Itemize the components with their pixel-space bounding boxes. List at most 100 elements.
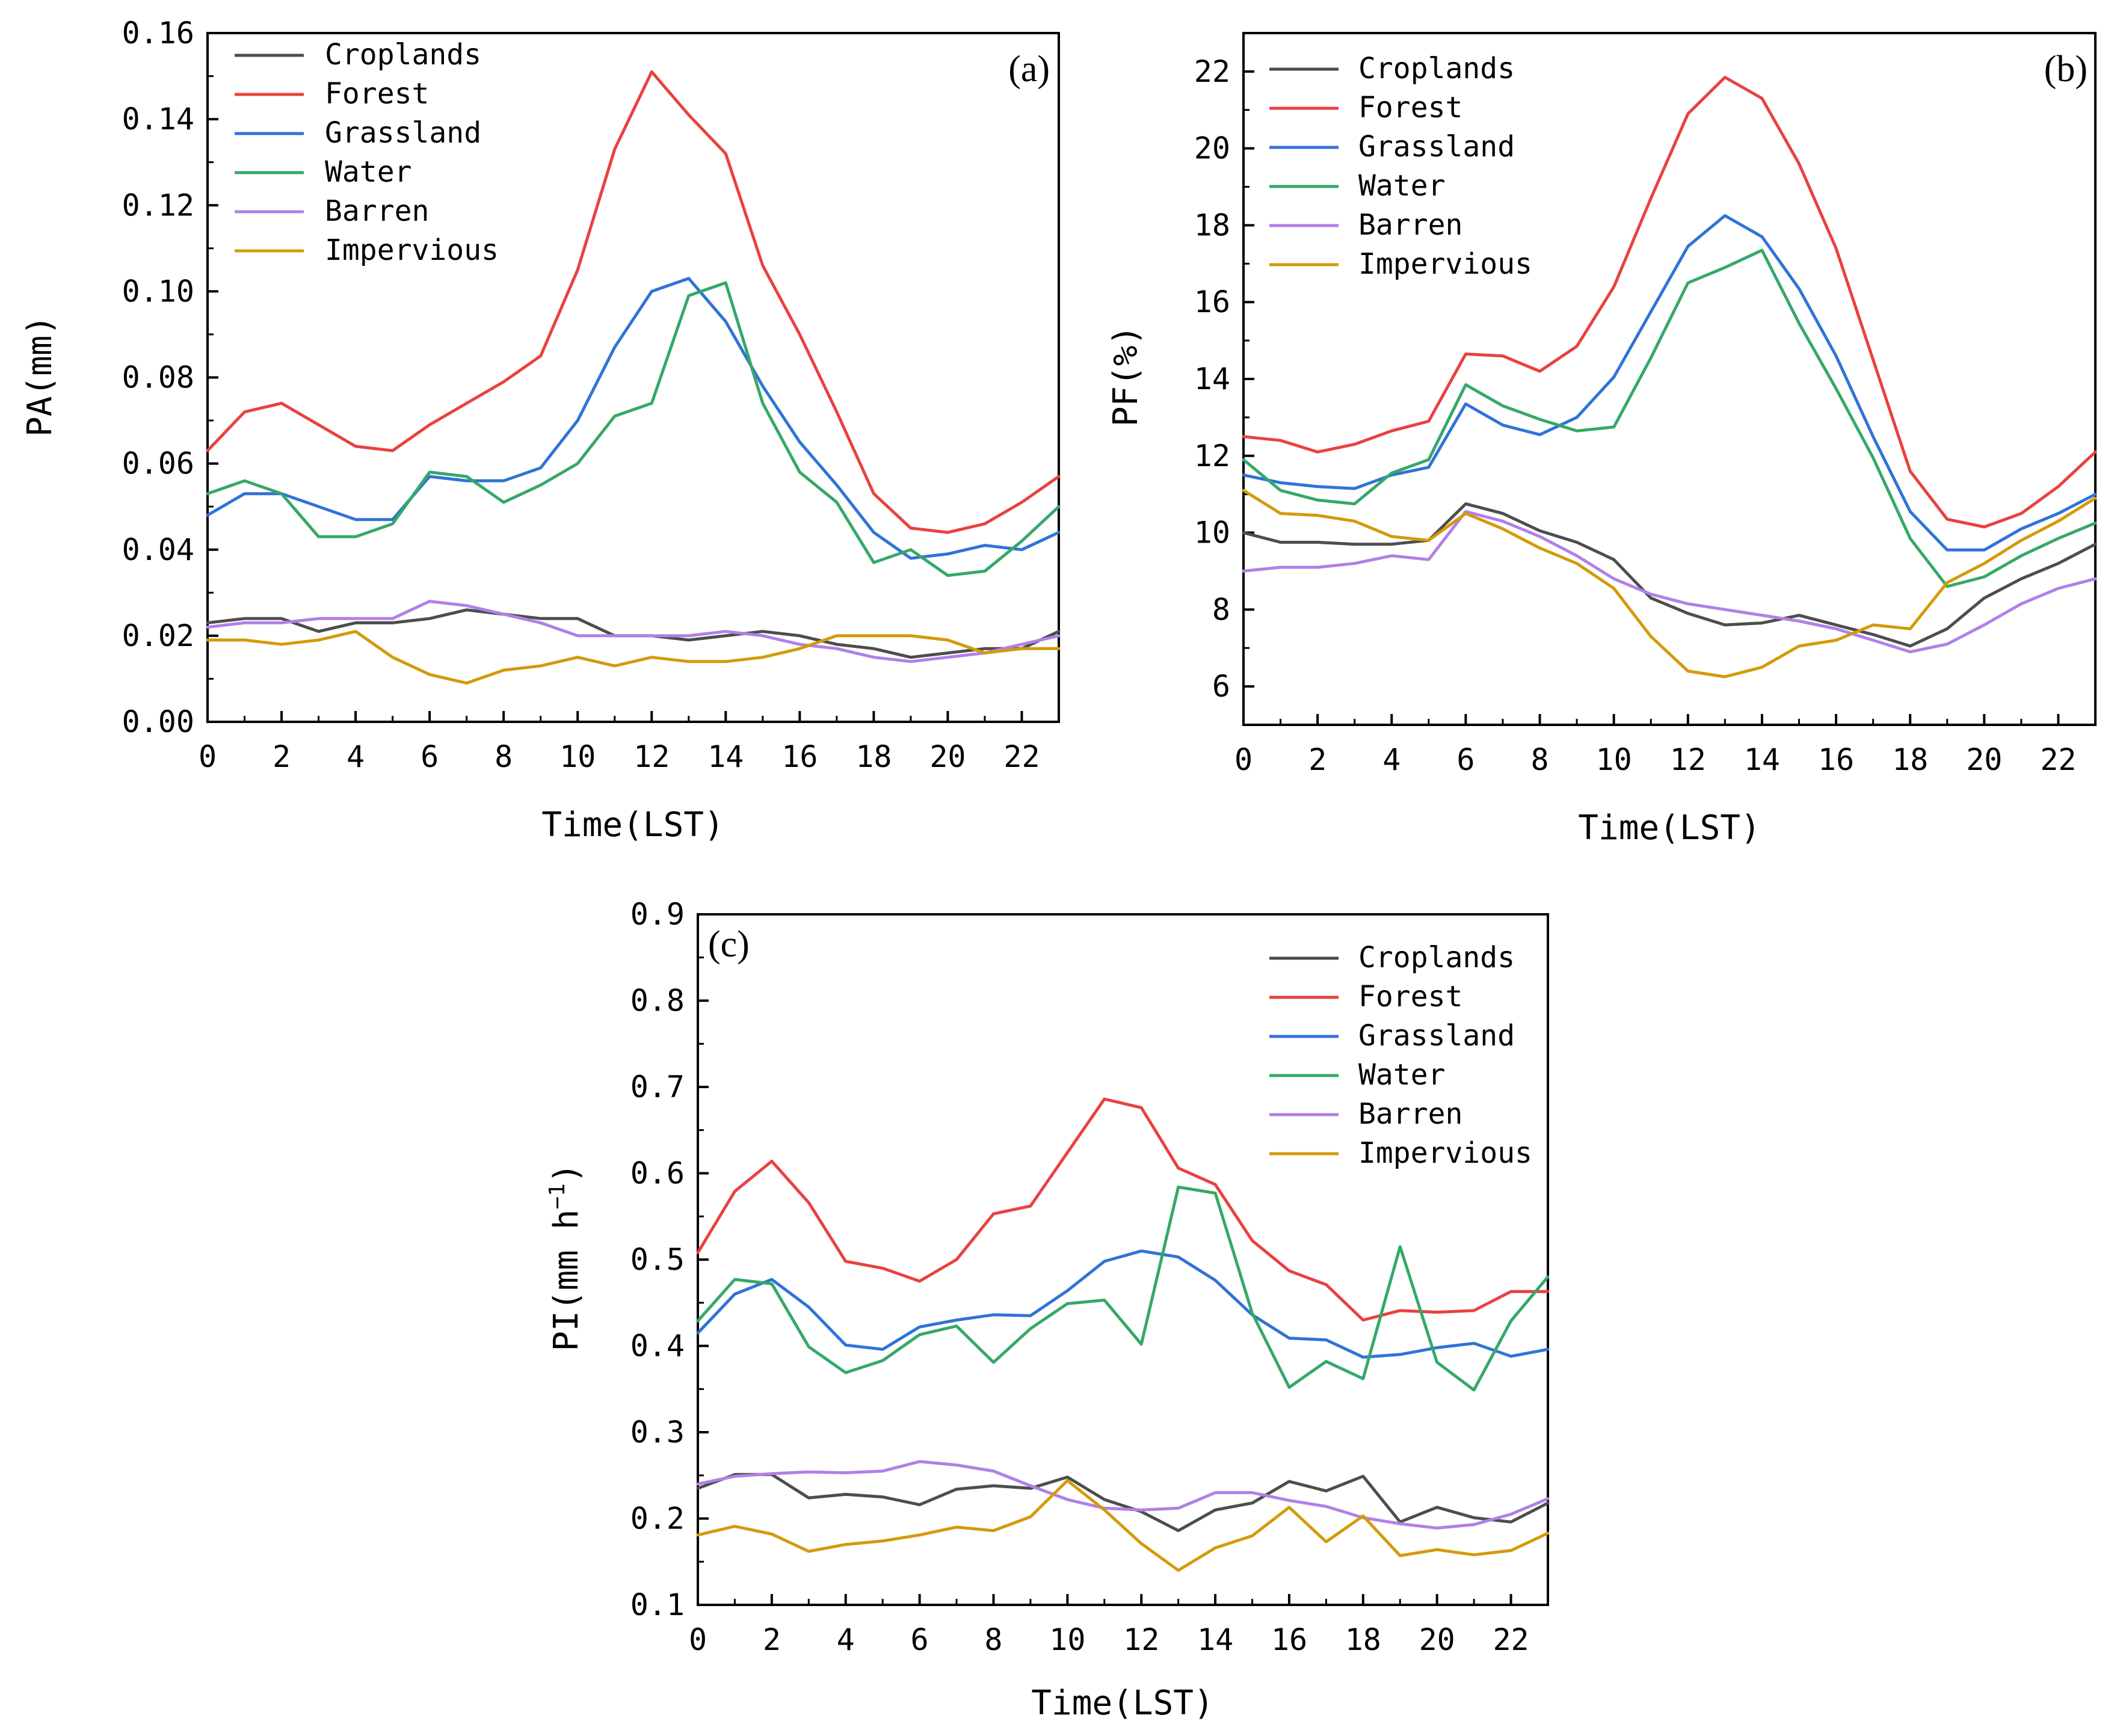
y-axis-title-b: PF(%) — [1106, 325, 1145, 427]
y-tick-label-b: 14 — [1194, 362, 1230, 396]
x-tick-label-c: 22 — [1493, 1622, 1529, 1657]
series-line-barren-c — [696, 1460, 1550, 1530]
x-tick-label-b: 10 — [1596, 742, 1632, 777]
series-line-impervious-a — [206, 630, 1061, 685]
legend-label-grassland-b: Grassland — [1358, 130, 1515, 164]
legend-label-impervious-c: Impervious — [1358, 1136, 1532, 1170]
series-line-impervious-c — [696, 1479, 1550, 1572]
x-tick-label-a: 10 — [559, 739, 596, 774]
y-tick-label-b: 6 — [1212, 669, 1230, 704]
x-axis-title-b: Time(LST) — [1578, 808, 1760, 848]
y-tick-label-b: 18 — [1194, 208, 1230, 242]
x-tick-label-b: 0 — [1234, 742, 1253, 777]
y-axis-title-a: PA(mm) — [20, 315, 60, 437]
y-tick-label-a: 0.06 — [122, 446, 194, 481]
x-tick-label-a: 12 — [633, 739, 670, 774]
x-tick-label-c: 16 — [1271, 1622, 1307, 1657]
x-tick-label-a: 16 — [781, 739, 818, 774]
y-tick-label-a: 0.02 — [122, 618, 194, 653]
x-tick-label-c: 10 — [1049, 1622, 1085, 1657]
x-tick-label-a: 22 — [1003, 739, 1040, 774]
series-line-forest-c — [696, 1097, 1550, 1322]
x-tick-label-a: 4 — [347, 739, 365, 774]
legend-c: Croplands Forest Grassland Water Barren Imper… — [1269, 941, 1532, 1170]
x-tick-label-a: 0 — [199, 739, 217, 774]
y-axis-title-superscript-c: −1 — [545, 1183, 570, 1209]
x-tick-label-b: 20 — [1966, 742, 2002, 777]
y-tick-label-a: 0.04 — [122, 532, 194, 567]
series-line-water-b — [1242, 248, 2097, 588]
y-tick-label-b: 16 — [1194, 285, 1230, 319]
series-line-barren-a — [206, 600, 1061, 663]
y-tick-label-a: 0.14 — [122, 102, 194, 137]
y-tick-label-a: 0.10 — [122, 274, 194, 309]
legend-label-grassland-a: Grassland — [325, 116, 481, 150]
x-tick-label-c: 8 — [984, 1622, 1002, 1657]
x-tick-label-c: 20 — [1419, 1622, 1455, 1657]
x-tick-label-a: 20 — [929, 739, 966, 774]
legend-label-barren-c: Barren — [1358, 1097, 1462, 1131]
y-tick-label-b: 20 — [1194, 131, 1230, 166]
y-tick-label-a: 0.16 — [122, 16, 194, 51]
legend-a: Croplands Forest Grassland Water Barren Imper… — [235, 38, 499, 267]
y-tick-label-c: 0.5 — [630, 1242, 685, 1277]
panel-label-a: (a) — [1008, 49, 1050, 90]
legend-label-forest-b: Forest — [1358, 91, 1462, 125]
x-tick-label-a: 18 — [855, 739, 892, 774]
y-tick-label-a: 0.00 — [122, 704, 194, 739]
x-axis-title-a: Time(LST) — [541, 805, 724, 845]
legend-label-forest-a: Forest — [325, 77, 429, 111]
legend-label-impervious-b: Impervious — [1358, 247, 1532, 281]
y-tick-label-a: 0.12 — [122, 188, 194, 223]
x-tick-label-b: 8 — [1530, 742, 1548, 777]
x-tick-label-b: 14 — [1744, 742, 1780, 777]
y-tick-label-c: 0.9 — [630, 897, 685, 932]
series-line-croplands-c — [696, 1473, 1550, 1533]
y-axis-title-text-a: PA(mm) — [20, 315, 60, 437]
series-line-croplands-a — [206, 608, 1061, 659]
x-tick-label-b: 4 — [1382, 742, 1401, 777]
y-axis-title-suffix-c: ) — [547, 1163, 586, 1183]
y-tick-label-c: 0.6 — [630, 1156, 685, 1191]
legend-label-croplands-a: Croplands — [325, 38, 481, 72]
legend-label-croplands-b: Croplands — [1358, 52, 1515, 85]
x-tick-label-b: 6 — [1456, 742, 1475, 777]
x-tick-label-a: 6 — [421, 739, 439, 774]
legend-label-barren-b: Barren — [1358, 208, 1462, 242]
panel-label-b: (b) — [2044, 49, 2088, 90]
panel-b: 0 2 4 6 8 10 12 14 16 18 20 22 6 8 10 12 14 16 18 20 22 Time(… — [1106, 32, 2097, 848]
x-tick-label-b: 2 — [1308, 742, 1327, 777]
x-tick-label-c: 4 — [837, 1622, 855, 1657]
x-tick-label-c: 12 — [1123, 1622, 1159, 1657]
series-line-forest-a — [206, 70, 1061, 534]
legend-label-impervious-a: Impervious — [325, 233, 499, 267]
y-tick-label-b: 8 — [1212, 592, 1230, 627]
x-tick-label-a: 8 — [495, 739, 513, 774]
x-tick-label-c: 6 — [911, 1622, 929, 1657]
series-line-water-a — [206, 281, 1061, 577]
y-tick-label-b: 12 — [1194, 439, 1230, 473]
panel-c: 0 2 4 6 8 10 12 14 16 18 20 22 0.1 0.2 0.3 0.4 0.5 0.6 0.7… — [545, 897, 1550, 1723]
x-tick-label-a: 2 — [273, 739, 291, 774]
x-tick-label-c: 18 — [1345, 1622, 1381, 1657]
series-line-croplands-b — [1242, 502, 2097, 648]
y-axis-title-c: PI(mm h−1) — [545, 1163, 586, 1351]
plot-frame-c — [697, 913, 1549, 1606]
legend-label-water-c: Water — [1358, 1058, 1446, 1092]
legend-label-water-a: Water — [325, 155, 412, 189]
x-tick-label-c: 2 — [763, 1622, 781, 1657]
y-axis-title-text-b: PF(%) — [1106, 325, 1145, 427]
series-line-grassland-c — [696, 1249, 1550, 1359]
y-tick-label-c: 0.2 — [630, 1501, 685, 1536]
x-tick-label-b: 16 — [1818, 742, 1854, 777]
legend-label-barren-a: Barren — [325, 194, 429, 228]
x-tick-label-c: 0 — [689, 1622, 707, 1657]
y-axis-title-text-c: PI(mm h — [547, 1210, 586, 1352]
x-tick-label-b: 22 — [2040, 742, 2076, 777]
y-tick-label-b: 10 — [1194, 516, 1230, 550]
y-tick-label-b: 22 — [1194, 54, 1230, 89]
x-axis-title-c: Time(LST) — [1031, 1684, 1213, 1723]
y-tick-label-a: 0.08 — [122, 360, 194, 395]
y-tick-label-c: 0.3 — [630, 1415, 685, 1450]
